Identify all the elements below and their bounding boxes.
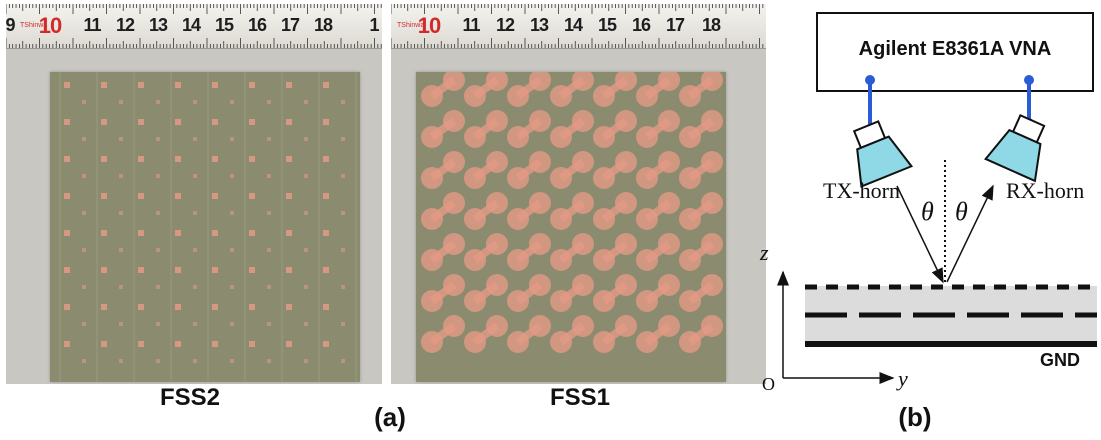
- incidence-angle-label: θ: [921, 197, 934, 226]
- ruler-number: 15: [597, 15, 617, 35]
- reflected-ray: [946, 184, 994, 283]
- panel-b-label: (b): [898, 402, 932, 432]
- ruler: TShinwa 10 11 12 13 14 15 16 17 18: [391, 4, 766, 49]
- fss1-board: [416, 72, 726, 382]
- fss1-photo: TShinwa 10 11 12 13 14 15 16 17 18: [391, 4, 766, 384]
- ruler-number: 11: [83, 15, 101, 35]
- vna-box: Agilent E8361A VNA: [816, 12, 1094, 92]
- origin-label: O: [762, 374, 775, 394]
- ruler-number: 18: [701, 15, 721, 35]
- rx-port-icon: [1024, 75, 1034, 85]
- fss2-grid-lines: [59, 72, 357, 382]
- ruler-number: 17: [665, 15, 685, 35]
- ruler-tick-marks: [391, 4, 764, 48]
- vna-label: Agilent E8361A VNA: [858, 38, 1052, 60]
- fss2-pattern: [59, 72, 357, 382]
- ruler-number: 14: [563, 15, 583, 35]
- fss2-photo: 9 TShinwa 10 11 12 13 14 15 16 17 18 1: [6, 4, 382, 384]
- ruler-number: 1: [369, 15, 379, 35]
- fss1-pattern: [421, 72, 723, 353]
- ruler-number: 13: [148, 15, 168, 35]
- ruler-number: 17: [280, 15, 300, 35]
- ruler-ticks: [6, 4, 382, 48]
- rx-horn-icon: [984, 113, 1046, 183]
- panel-a-label: (a): [374, 402, 406, 432]
- ruler-number: 10: [417, 13, 442, 38]
- y-axis-label: y: [898, 366, 908, 391]
- ruler-number: 9: [6, 15, 16, 35]
- fss1-caption: FSS1: [549, 384, 611, 411]
- ruler-ticks: [391, 4, 764, 48]
- tx-horn-label: TX-horn: [823, 178, 900, 203]
- ruler-brand: TShinwa: [20, 22, 48, 29]
- fss2-caption: FSS2: [159, 384, 221, 411]
- tx-port-icon: [865, 75, 875, 85]
- fss1-unit-cells: [421, 72, 723, 353]
- ruler-number: 11: [462, 15, 480, 35]
- ruler-number: 18: [313, 15, 333, 35]
- z-axis-label: z: [760, 240, 769, 265]
- ruler-brand: TShinwa: [397, 22, 425, 29]
- ruler-number: 10: [38, 13, 63, 38]
- ruler-number: 12: [495, 15, 515, 35]
- ruler-number: 16: [247, 15, 267, 35]
- ruler-tick-marks: [6, 4, 382, 48]
- tx-horn-icon: [852, 120, 914, 188]
- incident-ray: [896, 185, 944, 284]
- rx-horn-label: RX-horn: [1006, 178, 1085, 203]
- ground-label: GND: [1040, 350, 1080, 370]
- fss2-unit-cells: [64, 82, 345, 363]
- measurement-setup-diagram: [777, 75, 1097, 384]
- ruler-number: 13: [529, 15, 549, 35]
- ruler-number: 16: [631, 15, 651, 35]
- ruler-number: 14: [181, 15, 201, 35]
- ruler-number: 15: [214, 15, 234, 35]
- ruler-number: 12: [115, 15, 135, 35]
- reflection-angle-label: θ: [955, 197, 968, 226]
- ruler: 9 TShinwa 10 11 12 13 14 15 16 17 18 1: [6, 4, 382, 49]
- fss2-board: [50, 72, 360, 382]
